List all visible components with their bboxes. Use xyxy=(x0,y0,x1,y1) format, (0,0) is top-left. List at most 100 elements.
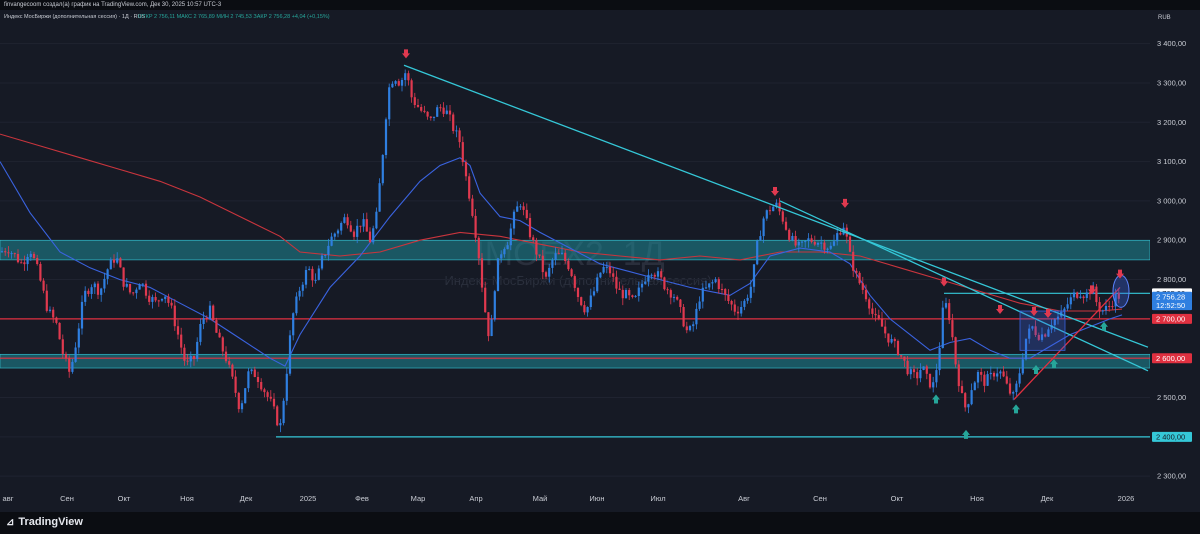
candle-body xyxy=(608,266,612,274)
candle-down xyxy=(253,366,256,378)
candle-down xyxy=(224,346,228,364)
candle-down xyxy=(276,404,279,427)
moving-average-fast xyxy=(0,157,1123,367)
candle-body xyxy=(292,313,295,336)
candle-body xyxy=(768,210,772,212)
candle-body xyxy=(912,369,916,373)
candle-down xyxy=(855,268,858,279)
candle-body xyxy=(538,254,541,256)
candle-body xyxy=(586,307,589,313)
candle-body xyxy=(922,366,925,370)
candle-body xyxy=(224,351,228,362)
candle-up xyxy=(740,301,743,317)
candle-down xyxy=(730,299,733,311)
candle-body xyxy=(432,116,436,118)
candle-down xyxy=(733,299,736,316)
candle-down xyxy=(1044,333,1047,338)
candle-body xyxy=(925,366,928,374)
candle-body xyxy=(407,73,410,81)
chart-area[interactable]: IMOEX2, 1ДИндекс МосБиржи (дополнительна… xyxy=(0,10,1200,512)
y-tick-label: 3 200,00 xyxy=(1157,118,1186,127)
candle-body xyxy=(528,218,532,238)
x-tick-label: Сен xyxy=(60,494,74,503)
candle-body xyxy=(68,358,71,372)
chart-footer: ⊿ TradingView xyxy=(0,512,1200,534)
candle-up xyxy=(759,230,762,241)
candle-up xyxy=(826,247,829,254)
x-tick-label: авг xyxy=(3,494,14,503)
candle-body xyxy=(1034,326,1037,335)
legend-values: ОТКР 2 756,11 МАКС 2 765,89 МИН 2 745,53… xyxy=(138,14,330,20)
candle-body xyxy=(445,110,448,114)
candle-body xyxy=(1076,292,1079,298)
price-label-bg xyxy=(1152,300,1192,311)
header-text: finvangecoom создал(а) график на Trading… xyxy=(4,2,222,8)
candle-down xyxy=(68,355,71,378)
candle-up xyxy=(756,239,759,266)
candle-down xyxy=(487,312,490,342)
candle-body xyxy=(957,364,960,387)
candle-body xyxy=(708,283,711,288)
candle-up xyxy=(135,287,138,299)
candle-down xyxy=(87,288,90,297)
y-tick-label: 3 400,00 xyxy=(1157,39,1186,48)
candle-body xyxy=(167,296,170,303)
candle-up xyxy=(1015,380,1018,396)
y-tick-label: 3 100,00 xyxy=(1157,157,1186,166)
candle-body xyxy=(576,287,580,297)
candle-body xyxy=(410,80,413,98)
x-tick-label: Окт xyxy=(118,494,131,503)
candle-up xyxy=(90,284,93,299)
candle-body xyxy=(682,307,685,327)
candle-body xyxy=(461,142,464,163)
candle-body xyxy=(557,253,560,255)
candle-body xyxy=(951,320,954,338)
price-chart[interactable]: IMOEX2, 1ДИндекс МосБиржи (дополнительна… xyxy=(0,10,1200,512)
candle-body xyxy=(855,270,858,273)
candle-up xyxy=(292,312,295,341)
candle-body xyxy=(970,390,973,405)
candle-body xyxy=(685,326,688,331)
candle-body xyxy=(717,279,720,289)
candle-up xyxy=(592,286,596,297)
candle-down xyxy=(266,390,269,402)
candle-up xyxy=(26,253,29,271)
candle-body xyxy=(295,296,298,314)
candle-body xyxy=(941,307,944,348)
candle-up xyxy=(698,296,701,311)
price-label: 2 600,00 xyxy=(1156,354,1185,363)
candle-body xyxy=(960,386,964,393)
candle-body xyxy=(554,253,557,260)
candle-down xyxy=(580,296,583,307)
candle-body xyxy=(455,130,458,132)
candle-down xyxy=(1088,291,1092,300)
candle-body xyxy=(752,264,756,287)
candle-body xyxy=(1005,376,1008,384)
candle-up xyxy=(160,298,164,302)
candle-body xyxy=(496,258,500,292)
candle-up xyxy=(973,381,976,391)
candle-body xyxy=(170,302,173,306)
tradingview-logo[interactable]: ⊿ TradingView xyxy=(6,516,83,528)
arrow-down-icon xyxy=(402,49,410,59)
candle-up xyxy=(644,276,647,285)
candle-body xyxy=(900,355,903,357)
candle-body xyxy=(599,272,602,278)
candle-up xyxy=(816,241,820,247)
candle-up xyxy=(551,257,554,274)
candle-body xyxy=(26,257,29,265)
candle-down xyxy=(724,288,727,301)
candle-down xyxy=(663,276,666,291)
x-tick-label: Авг xyxy=(738,494,750,503)
candle-body xyxy=(1015,383,1018,392)
candle-up xyxy=(602,262,605,274)
candle-body xyxy=(596,277,599,292)
candle-up xyxy=(375,207,378,230)
candle-down xyxy=(1098,297,1101,319)
candle-up xyxy=(986,370,989,386)
candle-body xyxy=(909,369,912,375)
candle-body xyxy=(788,229,791,240)
candle-body xyxy=(106,269,109,279)
candle-body xyxy=(848,236,852,252)
candle-body xyxy=(84,290,87,302)
